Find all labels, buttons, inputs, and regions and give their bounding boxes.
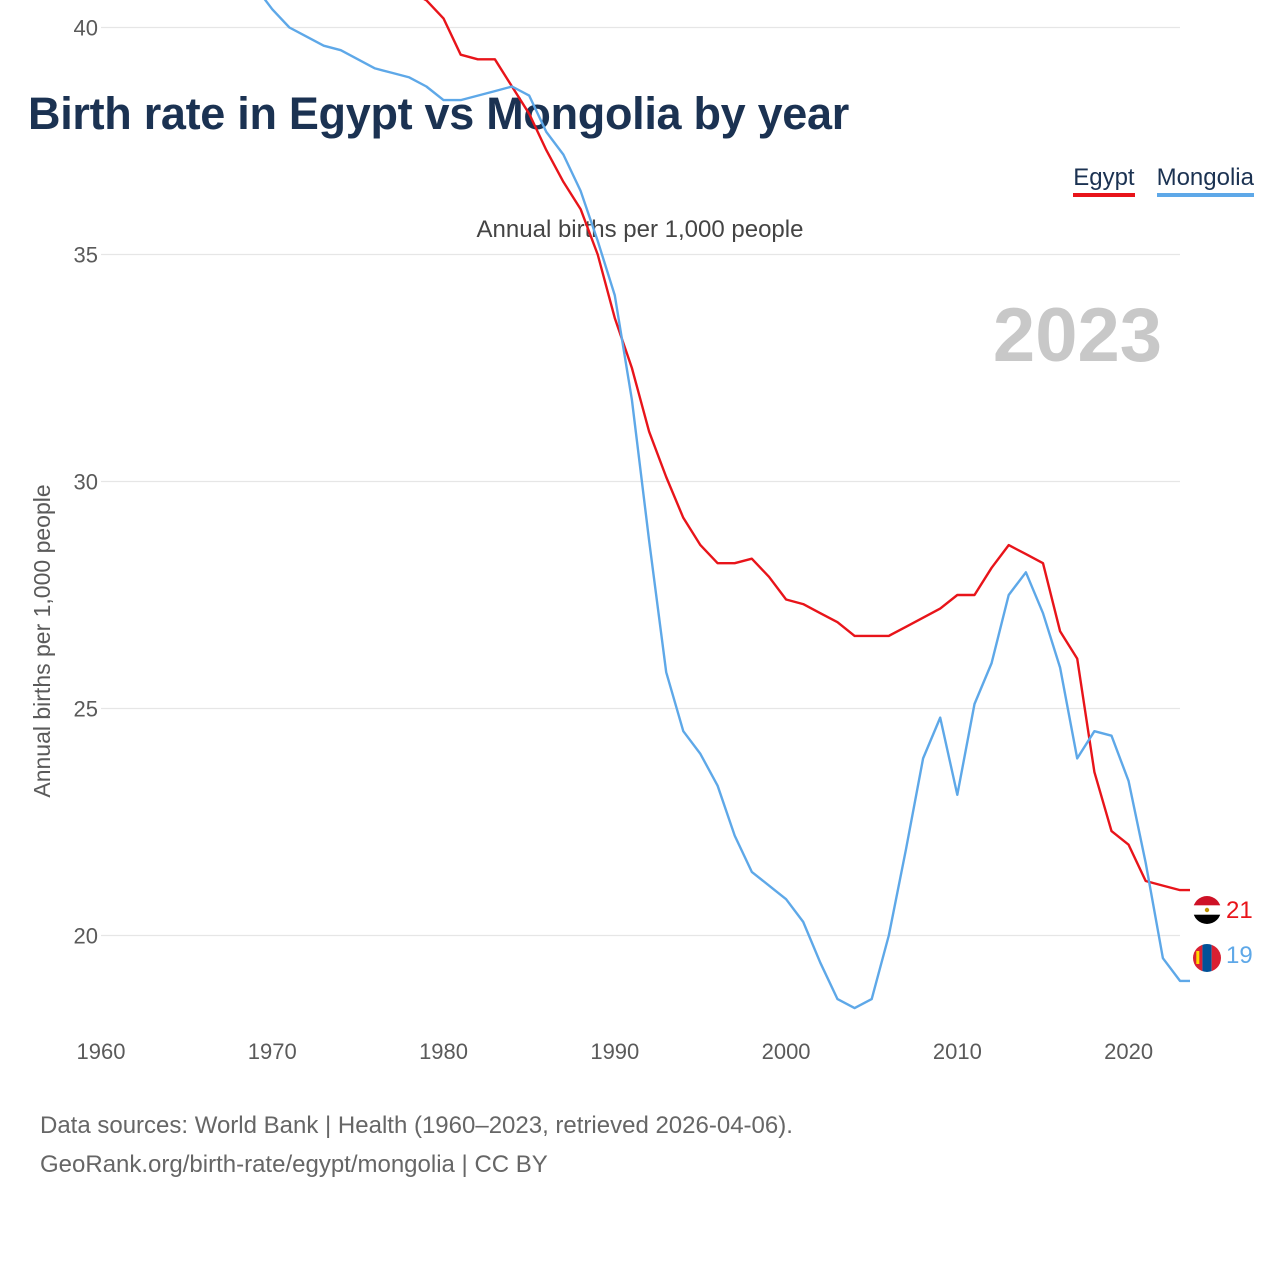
data-source-note: Data sources: World Bank | Health (1960–… (40, 1112, 793, 1139)
x-tick-label: 2000 (762, 1039, 811, 1064)
line-chart: 202530354045 196019701980199020002010202… (29, 0, 1253, 1064)
year-watermark: 2023 (992, 293, 1162, 378)
y-tick-label: 40 (74, 16, 98, 41)
y-tick-label: 35 (74, 243, 98, 268)
y-tick-label: 25 (74, 697, 98, 722)
x-tick-label: 1990 (590, 1039, 639, 1064)
y-axis-label: Annual births per 1,000 people (29, 484, 55, 797)
x-tick-label: 2020 (1104, 1039, 1153, 1064)
legend-item-egypt[interactable]: Egypt (1073, 164, 1135, 197)
y-tick-label: 30 (74, 470, 98, 495)
egypt-end-value: 21 (1226, 897, 1253, 924)
mongolia-end-value: 19 (1226, 942, 1253, 969)
source-url: GeoRank.org/birth-rate/egypt/mongolia | … (40, 1151, 548, 1178)
series-line-mongolia[interactable] (101, 0, 1190, 1010)
x-tick-label: 1970 (248, 1039, 297, 1064)
legend-item-mongolia[interactable]: Mongolia (1156, 164, 1254, 197)
chart-subtitle: Annual births per 1,000 people (476, 216, 804, 243)
footer: Data sources: World Bank | Health (1960–… (40, 1106, 793, 1184)
series-line-egypt[interactable] (101, 0, 1190, 892)
legend: Egypt Mongolia (1073, 164, 1254, 197)
y-tick-label: 20 (74, 924, 98, 949)
mongolia-flag-icon (1193, 944, 1221, 972)
x-tick-label: 2010 (933, 1039, 982, 1064)
x-tick-label: 1960 (77, 1039, 126, 1064)
egypt-flag-icon (1193, 896, 1221, 924)
x-tick-label: 1980 (419, 1039, 468, 1064)
